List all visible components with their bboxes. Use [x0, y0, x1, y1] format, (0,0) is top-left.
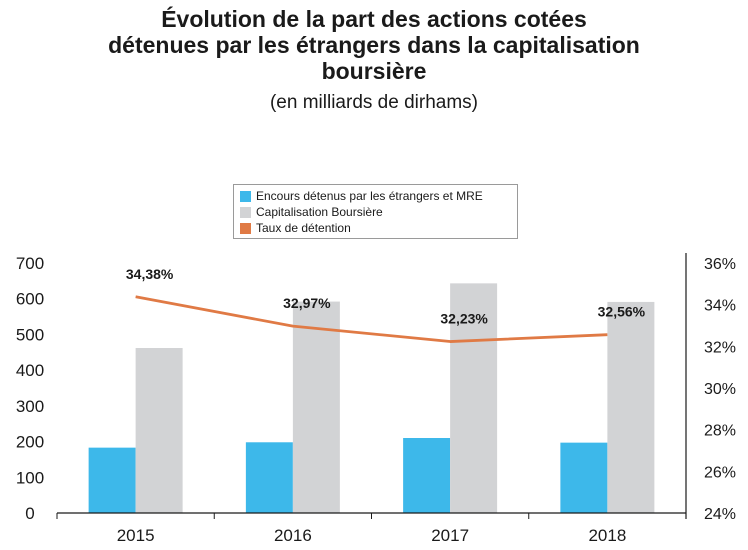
data-label-taux: 34,38% — [126, 266, 174, 282]
x-tick-label: 2015 — [117, 526, 155, 545]
legend-label-taux: Taux de détention — [256, 221, 351, 235]
legend-item-encours: Encours détenus par les étrangers et MRE — [240, 188, 517, 204]
y-tick-label: 600 — [16, 290, 44, 309]
y-tick-label: 0 — [25, 504, 34, 523]
bar-encours-2018 — [560, 442, 608, 513]
legend: Encours détenus par les étrangers et MRE… — [233, 184, 518, 239]
chart-subtitle: (en milliards de dirhams) — [269, 92, 478, 113]
x-tick-label: 2017 — [431, 526, 469, 545]
legend-item-taux: Taux de détention — [240, 220, 517, 236]
legend-label-capitalisation: Capitalisation Boursière — [256, 205, 383, 219]
y-tick-label: 300 — [16, 397, 44, 416]
chart-title-line-3: boursière — [321, 58, 427, 84]
y-tick-label: 200 — [16, 433, 44, 452]
bar-capitalisation-2015 — [135, 348, 183, 513]
x-tick-label: 2016 — [274, 526, 312, 545]
legend-swatch-capitalisation — [240, 206, 251, 218]
bar-encours-2016 — [245, 442, 293, 513]
line-taux-de-detention — [135, 295, 608, 343]
y2-tick-label: 34% — [704, 298, 736, 315]
data-label-taux: 32,97% — [283, 295, 331, 311]
y2-tick-label: 32% — [704, 339, 736, 356]
bar-capitalisation-2018 — [607, 301, 655, 513]
y-tick-label: 400 — [16, 361, 44, 380]
y2-tick-label: 36% — [704, 256, 736, 273]
bar-capitalisation-2016 — [292, 301, 340, 513]
bar-capitalisation-2017 — [450, 283, 498, 513]
legend-item-capitalisation: Capitalisation Boursière — [240, 204, 517, 220]
data-label-taux: 32,56% — [598, 304, 646, 320]
data-label-taux: 32,23% — [440, 311, 488, 327]
y2-tick-label: 24% — [704, 506, 736, 523]
bar-encours-2015 — [88, 447, 136, 513]
chart-title-line-2: détenues par les étrangers dans la capit… — [108, 32, 640, 58]
y2-tick-label: 26% — [704, 464, 736, 481]
chart-title: Évolution de la part des actions cotées … — [0, 6, 748, 84]
y-tick-label: 500 — [16, 325, 44, 344]
legend-swatch-encours — [240, 190, 251, 202]
y2-tick-label: 28% — [704, 423, 736, 440]
y-tick-label: 100 — [16, 468, 44, 487]
y2-tick-label: 30% — [704, 381, 736, 398]
legend-label-encours: Encours détenus par les étrangers et MRE — [256, 189, 483, 203]
x-tick-label: 2018 — [588, 526, 626, 545]
bar-encours-2017 — [403, 438, 451, 513]
chart-title-line-1: Évolution de la part des actions cotées — [161, 6, 587, 32]
y-tick-label: 700 — [16, 254, 44, 273]
legend-swatch-taux — [240, 222, 251, 234]
